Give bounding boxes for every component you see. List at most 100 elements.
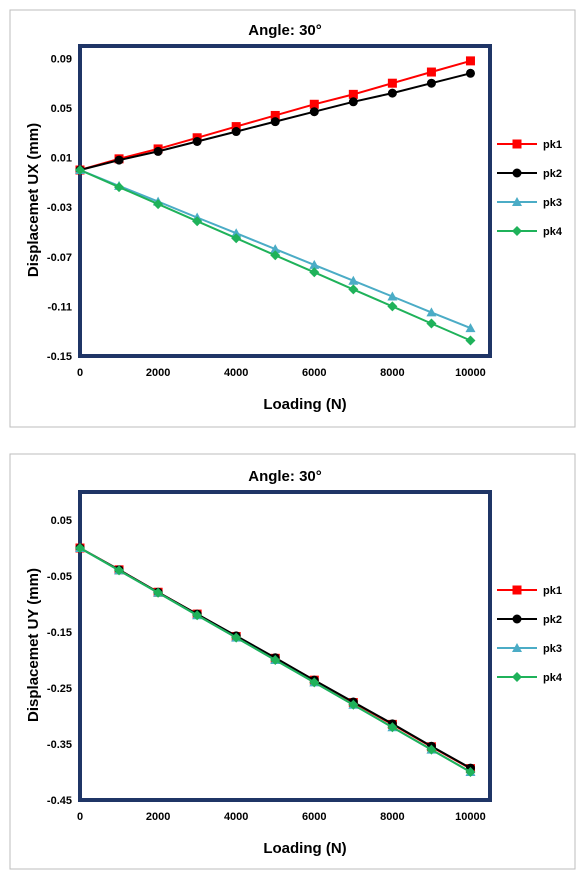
x-tick-label: 8000 [380,811,404,823]
data-point-pk1 [270,110,280,120]
legend: pk1 pk2 pk3 pk4 [497,139,563,238]
y-tick-label: -0.03 [47,202,72,214]
legend-label: pk3 [543,643,562,655]
y-axis-label: Displacemet UY (mm) [25,568,42,722]
x-tick-label: 4000 [224,367,248,379]
legend-marker-pk3 [512,643,522,652]
legend-label: pk4 [543,226,563,238]
data-point-pk4 [348,699,359,710]
x-tick-label: 2000 [146,367,170,379]
legend-item-pk3: pk3 [497,197,562,209]
data-point-pk4 [309,267,320,278]
y-tick-label: -0.35 [47,739,72,751]
data-point-pk2 [348,97,358,107]
legend-item-pk4: pk4 [497,226,563,238]
series-pk3 [75,165,476,333]
chart-title: Angle: 30° [248,22,322,39]
data-point-pk2 [270,117,280,127]
series-pk2 [75,68,475,175]
y-tick-label: -0.45 [47,795,72,807]
data-point-pk2 [309,107,319,117]
legend-label: pk4 [543,672,563,684]
data-point-pk4 [231,233,242,244]
legend-label: pk3 [543,197,562,209]
x-tick-label: 0 [77,367,83,379]
y-tick-label: -0.05 [47,571,72,583]
data-point-pk4 [465,335,476,346]
data-point-pk2 [114,155,124,165]
y-tick-label: -0.25 [47,683,72,695]
x-tick-label: 10000 [455,367,486,379]
x-tick-label: 6000 [302,811,326,823]
data-point-pk1 [426,67,436,77]
x-axis-label: Loading (N) [263,840,346,857]
chart-ux: Angle: 30° 0.09 0.05 0.01 -0.03 -0.07 -0.11 -0… [9,9,576,428]
x-tick-label: 8000 [380,367,404,379]
x-tick-label: 0 [77,811,83,823]
legend-marker-pk1 [512,139,522,149]
y-tick-label: 0.05 [51,515,72,527]
data-point-pk2 [192,136,202,146]
data-point-pk2 [231,127,241,137]
y-tick-label: 0.05 [51,103,72,115]
data-point-pk4 [75,165,85,175]
data-point-pk3 [465,323,476,333]
x-ticks: 0 2000 4000 6000 8000 10000 [77,367,486,379]
series-group [75,543,476,777]
x-tick-label: 4000 [224,811,248,823]
y-tick-label: 0.09 [51,53,72,65]
data-point-pk1 [309,99,319,109]
data-point-pk4 [426,744,437,755]
data-point-pk2 [387,88,397,98]
data-point-pk4 [231,632,242,643]
y-tick-label: -0.15 [47,351,72,363]
y-tick-label: -0.15 [47,627,72,639]
x-tick-label: 10000 [455,811,486,823]
data-point-pk4 [114,182,125,193]
y-tick-label: -0.11 [48,301,72,313]
data-point-pk4 [192,216,203,227]
data-point-pk1 [348,89,358,99]
chart-title: Angle: 30° [248,468,322,485]
legend-item-pk1: pk1 [497,585,562,597]
legend-label: pk1 [543,139,562,151]
data-point-pk4 [426,318,437,329]
series-group [75,56,476,346]
legend-item-pk2: pk2 [497,168,562,180]
data-point-pk2 [465,68,475,78]
legend-item-pk3: pk3 [497,643,562,655]
x-ticks: 0 2000 4000 6000 8000 10000 [77,811,486,823]
plot-area-border [78,44,492,358]
chart-panel-uy: Angle: 30° 0.05 -0.05 -0.15 -0.25 -0.35 -0.45… [0,437,586,874]
legend: pk1 pk2 pk3 pk4 [497,585,563,684]
legend-marker-pk3 [512,197,522,206]
data-point-pk1 [231,122,241,132]
data-point-pk4 [153,199,164,210]
data-point-pk4 [75,543,85,553]
data-point-pk3 [426,307,437,317]
y-axis-label: Displacemet UX (mm) [25,123,42,277]
series-pk4 [75,165,476,346]
legend-marker-pk2 [512,614,522,624]
data-point-pk4 [270,250,281,261]
legend-marker-pk4 [512,672,522,682]
legend-marker-pk4 [512,226,522,236]
data-point-pk4 [387,722,398,733]
data-point-pk3 [309,259,320,269]
legend-label: pk1 [543,585,562,597]
legend-marker-pk1 [512,585,522,595]
legend-item-pk2: pk2 [497,614,562,626]
x-tick-label: 2000 [146,811,170,823]
data-point-pk4 [192,610,203,621]
y-ticks: 0.05 -0.05 -0.15 -0.25 -0.35 -0.45 [47,515,72,807]
data-point-pk4 [309,677,320,688]
x-axis-label: Loading (N) [263,396,346,413]
legend-marker-pk2 [512,168,522,178]
data-point-pk4 [348,284,359,295]
x-tick-label: 6000 [302,367,326,379]
y-tick-label: 0.01 [51,153,72,165]
data-point-pk1 [387,78,397,88]
data-point-pk4 [387,301,398,312]
data-point-pk2 [426,78,436,88]
legend-label: pk2 [543,614,562,626]
